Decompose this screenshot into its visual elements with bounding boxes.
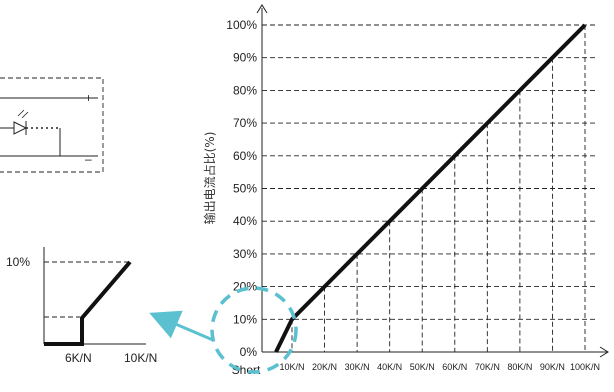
x-tick-label: Short [232,363,261,377]
y-tick-label: 50% [233,182,257,196]
circuit-diagram: + – [0,77,104,173]
x-tick-label: 90K/N [540,362,565,372]
y-tick-label: 40% [233,214,257,228]
x-tick-label: 60K/N [442,362,467,372]
y-tick-label: 20% [233,280,257,294]
x-tick-label: 70K/N [475,362,500,372]
y-tick-label: 70% [233,116,257,130]
grid [262,24,598,352]
series-line [274,23,587,353]
main-axes [256,4,609,358]
x-tick-label: 40K/N [377,362,402,372]
y-tick-label: 90% [233,51,257,65]
circuit-minus: – [85,152,92,166]
inset-x-tick: 6K/N [65,351,92,365]
inset-y-tick: 10% [6,255,30,269]
inset-line [44,260,132,346]
x-tick-label: 100K/N [570,362,600,372]
y-axis-label: 输出电流占比(%) [202,132,217,225]
y-tick-label: 60% [233,149,257,163]
x-tick-label: 80K/N [507,362,532,372]
y-tick-label: 80% [233,83,257,97]
y-ticks: 0% 10% 20% 30% 40% 50% 60% 70% 80% 90% 100% [226,18,257,359]
x-tick-label: 10K/N [279,362,304,372]
highlight-arrow [149,310,214,342]
y-tick-label: 0% [240,345,258,359]
x-ticks: Short 10K/N 20K/N 30K/N 40K/N 50K/N 60K/N 70K/N… [232,362,600,377]
inset-chart: 10% 6K/N 10K/N [6,247,157,365]
inset-x-tick: 10K/N [124,351,157,365]
led-icon [13,121,28,135]
series [274,23,587,353]
x-tick-label: 30K/N [345,362,370,372]
y-tick-label: 30% [233,247,257,261]
x-tick-label: 20K/N [312,362,337,372]
y-tick-label: 100% [226,18,257,32]
x-tick-label: 50K/N [410,362,435,372]
circuit-plus: + [85,91,92,105]
highlight-circle [210,286,298,374]
y-tick-label: 10% [233,312,257,326]
